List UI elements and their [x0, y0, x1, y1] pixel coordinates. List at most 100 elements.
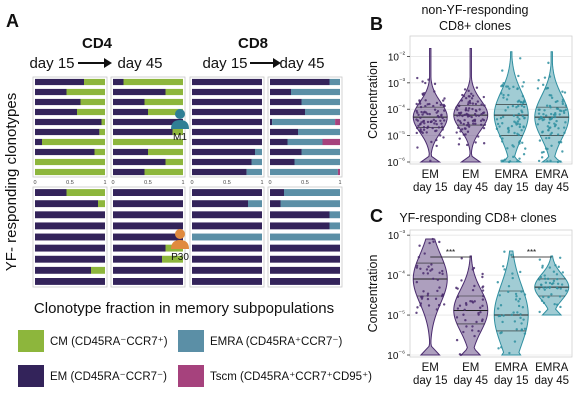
panel-b-point	[495, 127, 499, 131]
panel-b-point	[522, 125, 525, 128]
panel-b-point	[558, 109, 562, 112]
panel-b-point	[467, 89, 470, 93]
panel-c-frame	[409, 229, 573, 358]
panel-b-point	[553, 122, 556, 125]
panel-b-point	[505, 98, 509, 101]
panel-b-point	[547, 129, 550, 132]
facet-cd4-m1-day15-bar-0-em	[35, 78, 84, 86]
panel-c-point	[419, 302, 423, 305]
facet-cd4-p30-day15-bar-3-em	[35, 222, 105, 230]
panel-b-point	[564, 108, 567, 112]
panel-c-point	[555, 273, 559, 276]
facet-cd8-m1-day45-bar-3-emra	[305, 108, 340, 116]
panel-b-point	[456, 119, 460, 122]
panel-c-point	[471, 288, 475, 292]
panel-b-point	[426, 120, 430, 124]
panel-c-point	[497, 314, 501, 318]
panel-c-point	[479, 310, 482, 314]
panel-c-point	[460, 257, 463, 260]
panel-c-point	[519, 270, 522, 274]
panel-b-point	[439, 134, 442, 137]
panel-c-violin-2	[493, 250, 529, 356]
panel-c-point	[460, 279, 463, 282]
panel-b-point	[468, 95, 471, 98]
panel-b-point	[474, 102, 478, 106]
facet-cd4-p30-day45-bar-1-em	[113, 200, 183, 208]
panel-b-point	[518, 123, 522, 126]
panel-b-point	[540, 151, 544, 154]
panel-b-point	[464, 109, 468, 112]
panel-b-point	[522, 153, 526, 156]
panel-b-point	[553, 115, 557, 119]
facet-cd8-p30-day45-bar-2-em	[270, 211, 330, 219]
panel-c-point	[471, 268, 475, 271]
panel-b-ylabel: Concentration	[366, 61, 380, 139]
panel-c-xlabel-2-a: EMRA	[495, 362, 529, 374]
panel-b-point	[562, 111, 566, 115]
facet-cd8-p30-day15-bar-1-em	[192, 200, 248, 208]
panel-c-point	[435, 308, 439, 311]
facet-cd8-p30-day15-bar-5-em	[192, 244, 262, 252]
panel-c-point	[477, 329, 480, 333]
panel-c-title: YF-responding CD8+ clones	[399, 211, 556, 225]
panel-b-point	[512, 114, 516, 117]
legend-emra-swatch	[178, 330, 204, 352]
facet-cd4-m1-day15	[32, 76, 108, 178]
panel-c-point	[499, 304, 503, 307]
panel-c-point	[465, 325, 468, 328]
panel-c-ylabel: Concentration	[366, 255, 380, 333]
panel-c-point	[538, 258, 542, 261]
panel-b-point	[517, 112, 520, 116]
panel-b-point	[435, 101, 439, 105]
panel-b-point	[536, 123, 540, 126]
panel-c-point	[508, 351, 511, 355]
cd8-time-arrow-icon	[273, 58, 281, 68]
panel-b-point	[467, 113, 470, 117]
panel-b-point	[442, 136, 445, 139]
facet-cd4-p30-day45-bar-4-em	[113, 233, 183, 241]
panel-b-point	[440, 113, 443, 116]
panel-b-point	[501, 122, 504, 125]
tick-label-2-0: 0	[190, 180, 193, 186]
tick-label-0-0: 0	[33, 180, 36, 186]
panel-b-point	[424, 99, 427, 102]
panel-b-point	[500, 92, 503, 95]
panel-c-point	[456, 307, 460, 310]
panel-b-point	[427, 78, 430, 81]
panel-b-point	[421, 131, 424, 135]
panel-b-point	[502, 93, 505, 97]
panel-b-point	[549, 106, 552, 109]
panel-b-point	[520, 129, 523, 132]
panel-c-point	[514, 298, 518, 301]
facet-cd4-p30-day45-bar-2-em	[113, 211, 183, 219]
panel-b-point	[537, 112, 541, 115]
panel-b-point	[435, 144, 438, 148]
facet-cd8-m1-day15-bar-3-em	[192, 108, 262, 116]
panel-b-point	[439, 103, 442, 107]
panel-b-point	[456, 108, 459, 111]
panel-c-point	[523, 327, 527, 330]
panel-b-violin-0	[412, 48, 448, 163]
panel-c-point	[481, 289, 485, 292]
panel-b-point	[498, 125, 501, 128]
panel-c-point	[479, 306, 482, 309]
panel-b-point	[521, 85, 524, 88]
facet-cd8-p30-day45-bar-0-em	[270, 189, 284, 196]
panel-b-point	[541, 83, 545, 87]
panel-b-point	[524, 147, 527, 150]
panel-b-point	[499, 135, 502, 138]
panel-c-point	[538, 278, 541, 281]
panel-b-point	[423, 122, 426, 125]
facet-cd4-m1-day15-bar-6-em	[35, 138, 42, 146]
panel-b-point	[421, 80, 424, 83]
facet-cd8-p30-day45-bar-7-em	[270, 266, 340, 274]
panel-b-point	[474, 141, 477, 144]
panel-b-point	[435, 138, 438, 142]
panel-b-point	[421, 113, 424, 116]
panel-c-point	[522, 318, 525, 321]
panel-b-point	[548, 126, 551, 130]
facet-cd4-p30-day15-bar-6-em	[35, 255, 105, 263]
facet-cd8-m1-day45-bar-4-emra	[272, 118, 336, 126]
panel-b-point	[461, 93, 464, 97]
facet-cd4-m1-day15-bar-5-em	[35, 128, 100, 136]
